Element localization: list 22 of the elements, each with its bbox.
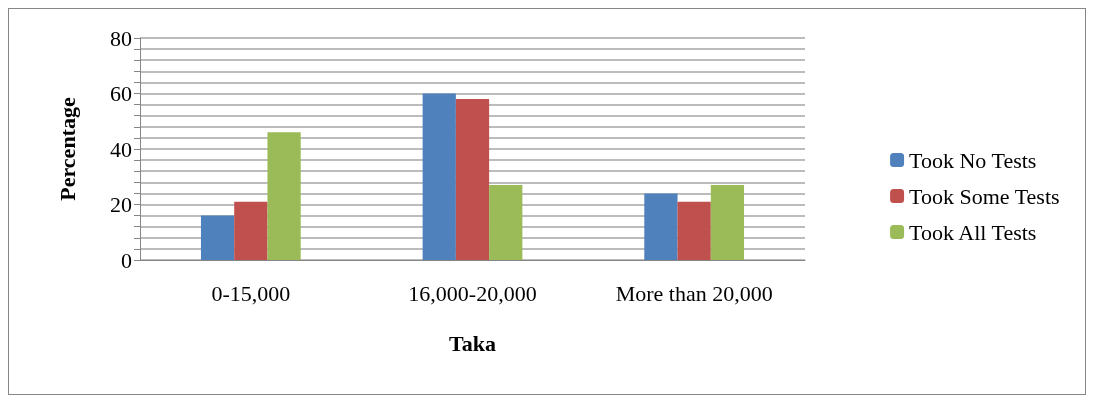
x-axis-title: Taka — [449, 330, 496, 356]
y-tick-label: 20 — [110, 192, 132, 217]
bar — [422, 93, 456, 260]
x-tick-label: 0-15,000 — [211, 280, 291, 306]
legend-label: Took No Tests — [909, 147, 1037, 173]
bar — [489, 185, 523, 260]
legend-label: Took All Tests — [909, 219, 1037, 245]
bar — [677, 201, 711, 260]
bar — [710, 185, 745, 260]
x-tick-label: More than 20,000 — [615, 280, 773, 306]
bar — [455, 99, 490, 260]
bar — [267, 132, 301, 260]
y-axis-title: Percentage — [54, 97, 80, 201]
legend-label: Took Some Tests — [909, 183, 1060, 209]
y-tick-label: 80 — [110, 25, 132, 51]
bar — [234, 201, 268, 260]
y-tick-label: 40 — [110, 136, 132, 162]
x-tick-label: 16,000-20,000 — [408, 280, 537, 306]
bar — [200, 215, 235, 260]
y-tick-label: 60 — [110, 81, 132, 106]
y-tick-label: 0 — [121, 247, 132, 273]
bar — [644, 193, 678, 260]
